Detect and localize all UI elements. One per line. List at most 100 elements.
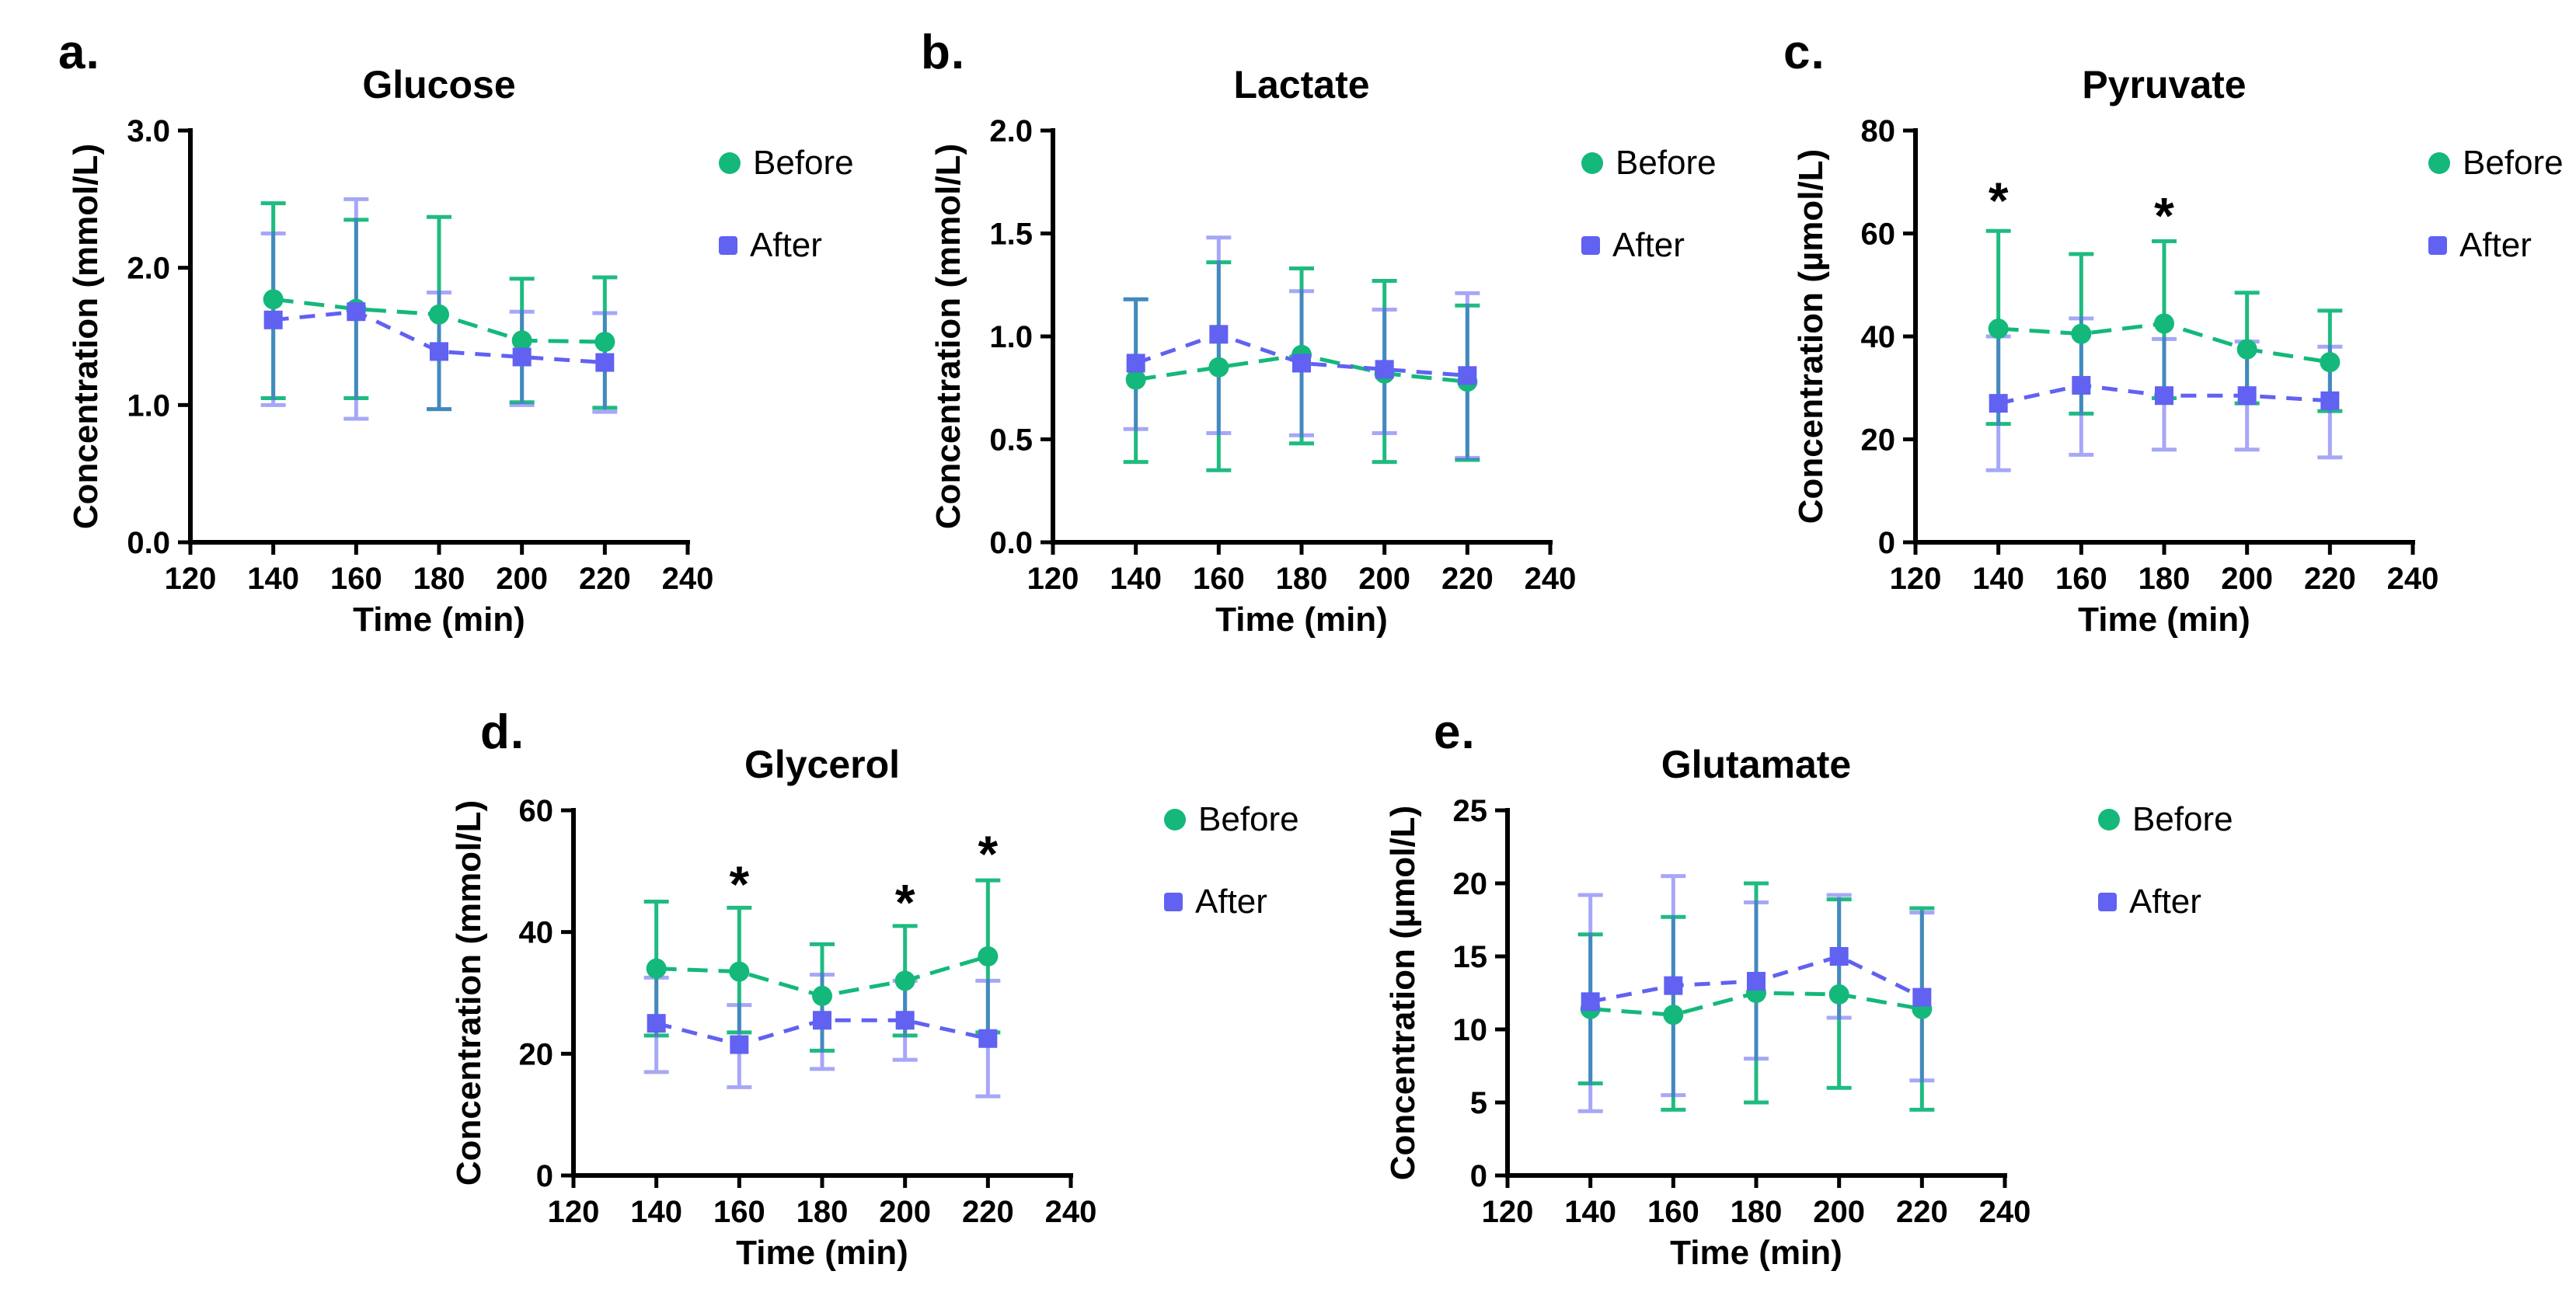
legend: Before After bbox=[2098, 803, 2233, 967]
significance-asterisk: * bbox=[978, 825, 998, 883]
after-marker-icon bbox=[719, 236, 737, 255]
y-axis-label: Concentration (mmol/L) bbox=[67, 144, 105, 529]
glycerol-plot: 120 140 160 180 200 220 240 0 20 40 60 Time (min) Co… bbox=[450, 794, 1097, 1272]
y-tick-label: 80 bbox=[1861, 114, 1896, 148]
after-marker bbox=[347, 302, 366, 322]
chart-canvas-glutamate: 120 140 160 180 200 220 240 0 5 10 15 20 25 Time (min… bbox=[1383, 764, 2044, 1284]
x-tick-label: 140 bbox=[1972, 562, 2024, 596]
legend-label-before: Before bbox=[2132, 800, 2233, 838]
after-marker bbox=[813, 1011, 831, 1030]
x-tick-label: 220 bbox=[1896, 1195, 1948, 1229]
legend-label-before: Before bbox=[1198, 800, 1299, 838]
y-tick-label: 20 bbox=[519, 1037, 554, 1071]
x-tick-label: 120 bbox=[1482, 1195, 1534, 1229]
before-marker bbox=[1663, 1005, 1684, 1026]
y-tick-label: 1.5 bbox=[989, 218, 1033, 252]
x-tick-label: 120 bbox=[165, 562, 217, 596]
x-tick-label: 200 bbox=[1358, 562, 1410, 596]
x-tick-label: 140 bbox=[1564, 1195, 1616, 1229]
x-tick-label: 240 bbox=[1045, 1195, 1097, 1229]
after-marker bbox=[595, 353, 615, 372]
x-tick-label: 120 bbox=[1027, 562, 1079, 596]
y-tick-label: 0 bbox=[1878, 526, 1895, 560]
x-tick-label: 220 bbox=[2304, 562, 2356, 596]
x-tick-label: 200 bbox=[2221, 562, 2273, 596]
x-axis-label: Time (min) bbox=[1215, 601, 1388, 639]
y-tick-label: 25 bbox=[1453, 794, 1488, 828]
before-marker-icon bbox=[1581, 152, 1603, 174]
after-line bbox=[1135, 332, 1468, 378]
x-tick-label: 140 bbox=[1110, 562, 1162, 596]
before-marker bbox=[511, 330, 532, 351]
chart-panel-glucose: a. Glucose 120 140 160 180 200 220 240 0.0 1.0 2.… bbox=[43, 14, 898, 659]
before-marker bbox=[1125, 369, 1146, 390]
after-marker-icon bbox=[1581, 236, 1600, 255]
before-marker bbox=[594, 332, 615, 353]
y-tick-label: 2.0 bbox=[127, 252, 170, 286]
before-marker bbox=[812, 985, 832, 1006]
chart-title-lactate: Lactate bbox=[1233, 63, 1370, 106]
before-marker bbox=[1988, 319, 2009, 340]
panel-label-a: a. bbox=[58, 26, 100, 79]
chart-title-glucose: Glucose bbox=[362, 63, 516, 106]
chart-title-glutamate: Glutamate bbox=[1661, 743, 1852, 786]
y-tick-label: 20 bbox=[1861, 423, 1896, 458]
y-tick-label: 10 bbox=[1453, 1013, 1488, 1047]
legend-item-after: After bbox=[719, 228, 854, 263]
before-marker-icon bbox=[1164, 809, 1186, 831]
x-tick-label: 240 bbox=[2387, 562, 2439, 596]
y-tick-label: 0.5 bbox=[989, 423, 1033, 458]
after-marker-icon bbox=[2428, 236, 2447, 255]
after-marker bbox=[1126, 353, 1145, 373]
chart-panel-glutamate: e. Glutamate 120 140 160 180 200 220 240 0 5 10 15… bbox=[1360, 694, 2254, 1299]
after-line bbox=[273, 309, 605, 365]
x-tick-label: 200 bbox=[879, 1195, 931, 1229]
glutamate-plot: 120 140 160 180 200 220 240 0 5 10 15 20 25 Time (min… bbox=[1384, 794, 2031, 1272]
chart-canvas-lactate: 120 140 160 180 200 220 240 0.0 0.5 1.0 1.5 2.0 Time… bbox=[929, 84, 1589, 651]
legend-item-before: Before bbox=[2428, 146, 2564, 180]
panel-label-b: b. bbox=[921, 26, 966, 79]
after-marker-icon bbox=[2098, 893, 2117, 911]
after-marker bbox=[1912, 987, 1932, 1007]
y-tick-label: 20 bbox=[1453, 867, 1488, 901]
lactate-plot: 120 140 160 180 200 220 240 0.0 0.5 1.0 1.5 2.0 Time… bbox=[929, 114, 1576, 639]
legend-item-before: Before bbox=[2098, 803, 2233, 837]
legend-item-after: After bbox=[2428, 228, 2564, 263]
after-marker bbox=[978, 1029, 998, 1048]
chart-canvas-glucose: 120 140 160 180 200 220 240 0.0 1.0 2.0 3.0 Time (m… bbox=[66, 84, 727, 651]
x-tick-label: 160 bbox=[1193, 562, 1245, 596]
after-marker bbox=[430, 342, 448, 361]
before-marker bbox=[1208, 357, 1229, 378]
legend-label-before: Before bbox=[2463, 144, 2564, 182]
x-tick-label: 180 bbox=[1731, 1195, 1783, 1229]
after-marker bbox=[512, 347, 532, 367]
legend: Before After bbox=[1164, 803, 1299, 967]
y-tick-label: 1.0 bbox=[989, 320, 1033, 354]
x-tick-label: 160 bbox=[330, 562, 382, 596]
y-tick-label: 15 bbox=[1453, 940, 1488, 974]
y-tick-label: 0.0 bbox=[989, 526, 1033, 560]
y-tick-label: 0.0 bbox=[127, 526, 170, 560]
y-tick-label: 0 bbox=[1470, 1159, 1487, 1193]
chart-panel-glycerol: d. Glycerol 120 140 160 180 200 220 240 0 20 40 60… bbox=[426, 694, 1319, 1299]
x-tick-label: 180 bbox=[797, 1195, 849, 1229]
panel-label-e: e. bbox=[1434, 705, 1476, 759]
legend-label-after: After bbox=[1612, 226, 1685, 264]
y-tick-label: 3.0 bbox=[127, 114, 170, 148]
after-marker-icon bbox=[1164, 893, 1183, 911]
legend: Before After bbox=[719, 146, 854, 311]
panel-label-c: c. bbox=[1783, 26, 1825, 79]
after-marker bbox=[1581, 992, 1600, 1012]
x-tick-label: 140 bbox=[630, 1195, 682, 1229]
x-tick-label: 240 bbox=[662, 562, 714, 596]
x-axis-label: Time (min) bbox=[1670, 1234, 1842, 1272]
y-tick-label: 1.0 bbox=[127, 388, 170, 423]
after-marker bbox=[647, 1014, 666, 1033]
y-tick-label: 2.0 bbox=[989, 114, 1033, 148]
significance-asterisk: * bbox=[895, 873, 915, 931]
y-axis-label: Concentration (mmol/L) bbox=[929, 144, 967, 529]
x-tick-label: 240 bbox=[1979, 1195, 2031, 1229]
x-axis-label: Time (min) bbox=[353, 601, 525, 639]
before-marker bbox=[2320, 352, 2341, 373]
x-tick-label: 120 bbox=[548, 1195, 600, 1229]
